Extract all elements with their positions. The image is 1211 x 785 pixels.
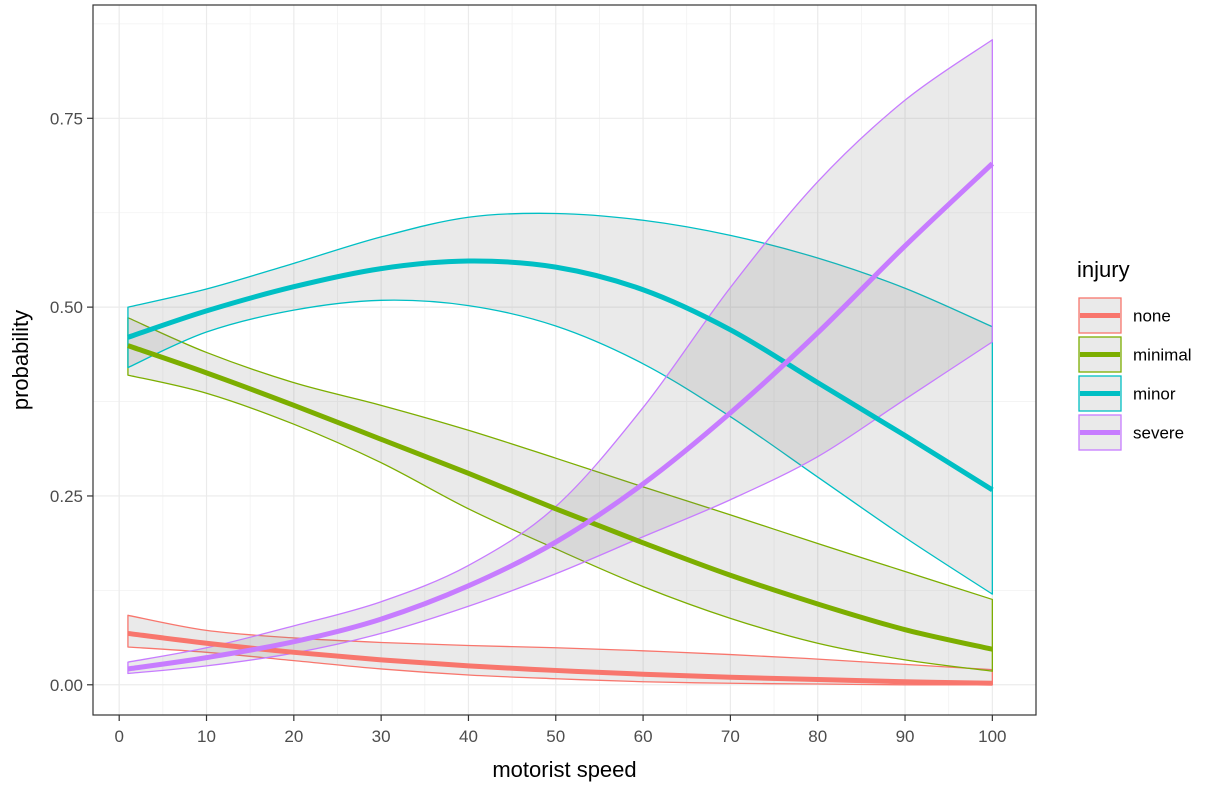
line-minor (127, 258, 994, 493)
y-tick-label: 0.00 (50, 676, 83, 695)
axis-layer: 0 10 20 30 40 50 60 70 80 90 100 0.00 0.25 0.50 0.75 (50, 109, 1007, 746)
x-axis-title: motorist speed (492, 757, 636, 782)
legend-label: minimal (1133, 346, 1192, 365)
ribbon-layer (127, 39, 993, 686)
y-tick-label: 0.50 (50, 298, 83, 317)
line-severe (127, 161, 995, 672)
plot-border (92, 4, 1037, 716)
ribbon-minimal (127, 317, 993, 672)
x-tick-label: 50 (546, 727, 565, 746)
line-minimal (127, 343, 993, 652)
legend-label: minor (1133, 385, 1176, 404)
legend-label: none (1133, 307, 1171, 326)
legend: injury none minimal minor severe (1077, 257, 1192, 452)
x-tick-label: 40 (459, 727, 478, 746)
ribbon-none (127, 614, 993, 686)
legend-label: severe (1133, 424, 1184, 443)
legend-title: injury (1077, 257, 1130, 282)
y-tick-label: 0.75 (50, 109, 83, 128)
legend-keys: none minimal minor severe (1077, 296, 1192, 452)
x-tick-label: 60 (634, 727, 653, 746)
line-layer (127, 161, 995, 686)
x-tick-label: 10 (197, 727, 216, 746)
x-tick-label: 70 (721, 727, 740, 746)
x-tick-label: 80 (808, 727, 827, 746)
x-tick-label: 0 (114, 727, 123, 746)
x-tick-label: 90 (896, 727, 915, 746)
x-tick-label: 30 (372, 727, 391, 746)
x-tick-label: 100 (978, 727, 1006, 746)
ribbon-minor (127, 212, 993, 595)
x-tick-label: 20 (284, 727, 303, 746)
ribbon-severe (127, 39, 993, 675)
y-axis-title: probability (8, 310, 33, 410)
y-tick-label: 0.25 (50, 487, 83, 506)
line-none (127, 630, 993, 686)
